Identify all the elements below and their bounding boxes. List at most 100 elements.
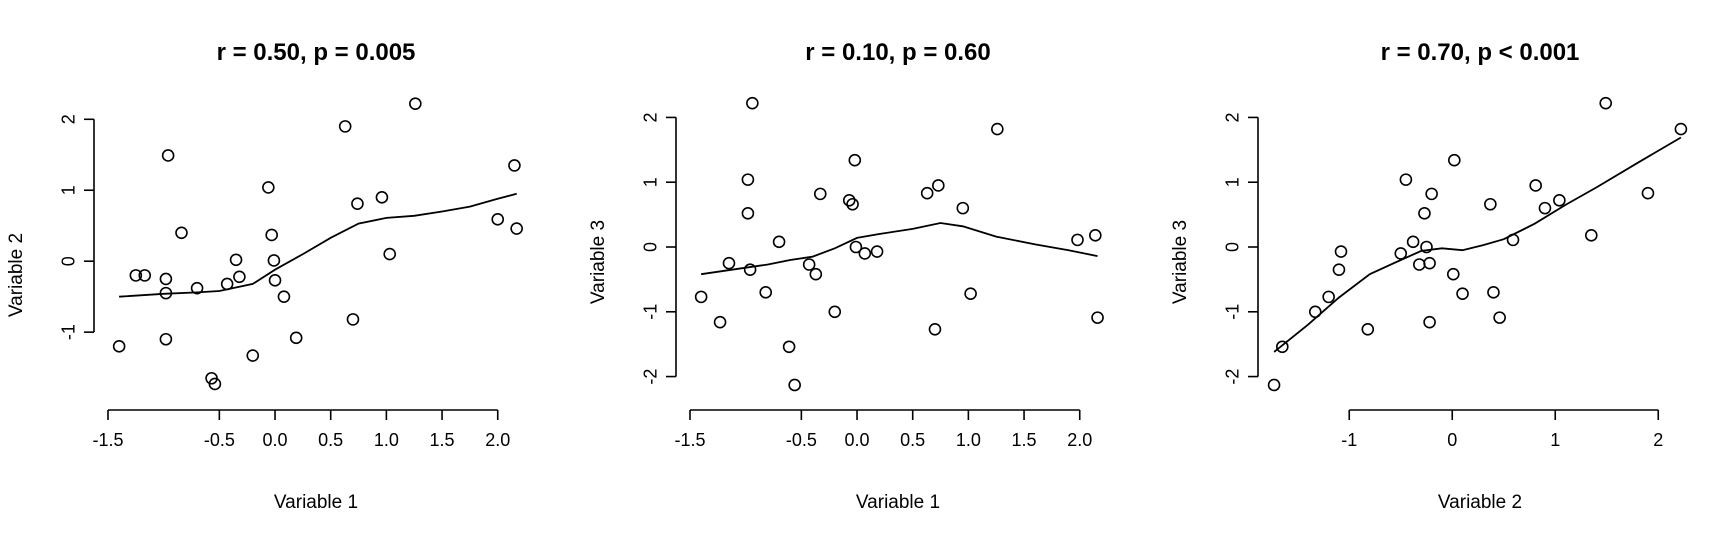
scatter-panel-variable1-vs-variable2: r = 0.50, p = 0.005 Variable 1 Variable … [6,39,523,513]
y-tick-label: 2 [640,112,660,122]
scatter-point [233,270,246,284]
scatter-point [262,181,275,194]
scatter-point [846,197,859,211]
scatter-point [746,96,759,110]
scatter-point [1425,187,1438,201]
scatter-point [741,173,755,186]
scatter-point [220,277,234,291]
y-tick-label: -1 [640,304,660,320]
y-tick-label: 0 [58,256,78,266]
scatter-point [842,194,856,207]
x-tick-label: 0.0 [263,430,288,450]
scatter-point [991,122,1004,136]
scatter-point [1553,194,1566,207]
scatter-point [508,159,521,172]
scatter-point [1276,340,1289,354]
scatter-point [858,247,872,260]
scatter-point [722,256,736,270]
y-tick-label: -1 [1222,304,1242,320]
y-axis-label: Variable 2 [6,233,27,317]
y-tick-label: -1 [58,324,78,340]
scatter-point [1529,179,1542,192]
smooth-trend-line [700,222,1098,276]
x-axis-label: Variable 1 [274,492,358,513]
x-tick-label: 0.0 [845,430,870,450]
y-tick-label: 1 [58,185,78,195]
scatter-point [1089,229,1102,242]
scatter-point [1267,378,1281,392]
x-tick-label: -0.5 [204,430,235,450]
scatter-point [802,258,816,271]
scatter-point [159,272,173,286]
y-axis-label: Variable 3 [1170,220,1191,304]
x-tick-label: -0.5 [786,430,817,450]
panel-title: r = 0.70, p < 0.001 [1381,39,1580,66]
y-tick-label: 1 [640,177,660,187]
scatter-point [848,153,862,167]
panel-title: r = 0.10, p = 0.60 [805,39,990,66]
scatter-point [277,290,291,303]
scatter-point [159,286,173,300]
scatter-point [1538,201,1552,215]
y-tick-label: 2 [58,114,78,124]
x-tick-label: 2.0 [485,430,510,450]
y-tick-label: -2 [640,369,660,385]
smooth-trend-line [1273,136,1682,353]
y-tick-label: 0 [1222,242,1242,252]
scatter-point [782,340,796,354]
scatter-point [809,267,823,281]
scatter-point [1308,305,1322,319]
scatter-point [265,228,278,242]
scatter-point [743,263,757,276]
scatter-point [1423,256,1436,270]
scatter-point [1322,290,1335,304]
y-axis-label: Variable 3 [588,220,609,304]
scatter-point [1456,287,1469,300]
scatter-point [964,287,977,300]
x-tick-label: 1 [1550,430,1560,450]
scatter-point [1399,173,1413,186]
smooth-trend-line [119,192,517,298]
scatter-point [1448,153,1461,167]
x-axis-label: Variable 1 [856,492,940,513]
scatter-point [828,305,842,319]
scatter-point [1332,263,1346,276]
scatter-point [1071,233,1084,247]
scatter-point [1361,322,1375,336]
x-axis-label: Variable 2 [1438,492,1522,513]
scatter-point [1446,267,1460,281]
y-tick-label: 1 [1222,177,1242,187]
scatter-point [246,349,260,362]
scatter-point [267,254,281,267]
scatter-point [772,235,786,249]
scatter-point [713,315,727,329]
scatter-point [338,120,352,133]
x-tick-label: 0.5 [318,430,343,450]
scatter-point [1334,245,1348,258]
scatter-point [694,290,708,304]
scatter-point [138,269,152,282]
scatter-point [1423,315,1436,329]
scatter-point [932,179,945,192]
y-tick-label: 2 [1222,112,1242,122]
x-tick-label: 2.0 [1067,430,1092,450]
panel-title: r = 0.50, p = 0.005 [217,39,416,66]
x-tick-label: -1 [1341,430,1357,450]
scatter-point [1641,186,1655,200]
scatter-point [920,186,934,200]
x-tick-label: -1.5 [674,430,705,450]
scatter-point [229,253,243,267]
scatter-point [1487,286,1500,299]
scatter-point [112,340,126,353]
scatter-point [351,197,364,211]
scatter-point [159,332,173,346]
x-tick-label: 0 [1447,430,1457,450]
scatter-point [510,222,523,235]
scatter-point [870,245,884,258]
scatter-point [1493,311,1506,324]
scatter-point [1418,207,1431,220]
scatter-point [190,281,204,295]
scatter-point [346,313,360,326]
scatter-point [928,322,942,336]
